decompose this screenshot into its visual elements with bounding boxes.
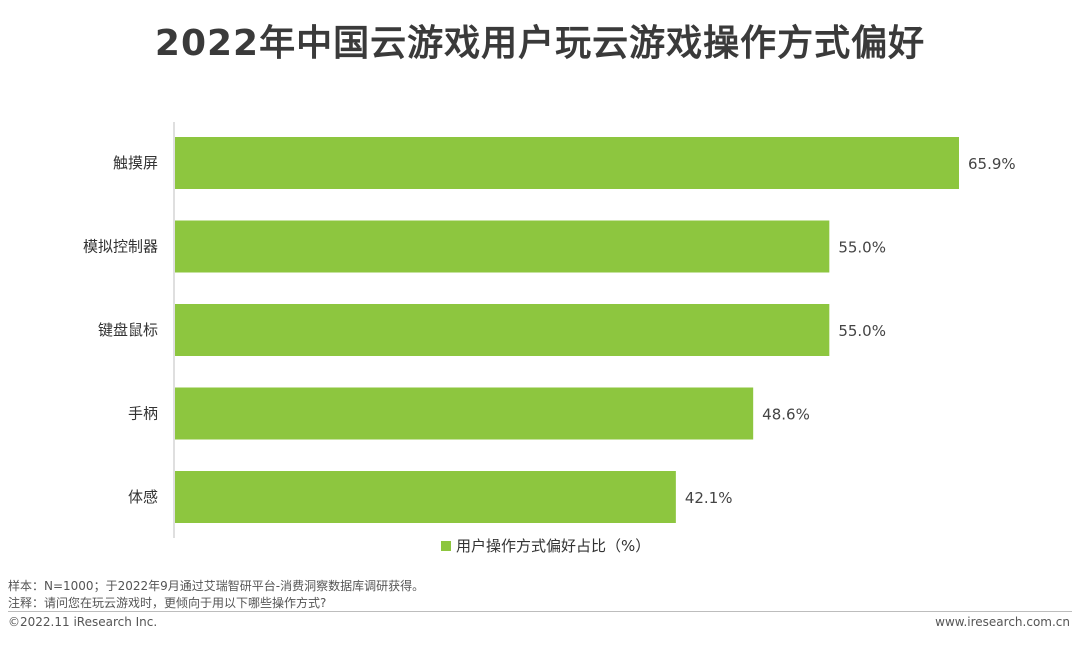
remark-note: 注释：请问您在玩云游戏时，更倾向于用以下哪些操作方式? — [8, 596, 327, 610]
data-label: 55.0% — [838, 239, 886, 257]
category-label: 手柄 — [128, 405, 158, 423]
legend-swatch — [441, 541, 451, 551]
bar — [175, 220, 830, 273]
bar — [175, 304, 830, 356]
data-label: 55.0% — [838, 322, 886, 340]
category-label: 体感 — [128, 488, 158, 506]
website-text: www.iresearch.com.cn — [935, 615, 1070, 629]
data-label: 48.6% — [762, 406, 810, 424]
chart-title: 2022年中国云游戏用户玩云游戏操作方式偏好 — [154, 23, 926, 64]
category-label: 模拟控制器 — [83, 238, 158, 256]
bar — [175, 387, 754, 440]
bar — [175, 471, 676, 523]
bar — [175, 137, 959, 189]
copyright-text: ©2022.11 iResearch Inc. — [8, 615, 158, 629]
data-label: 65.9% — [968, 155, 1016, 173]
data-label: 42.1% — [685, 489, 733, 507]
footer-divider — [8, 611, 1072, 612]
legend-label: 用户操作方式偏好占比（%） — [456, 537, 650, 555]
category-label: 触摸屏 — [113, 154, 158, 172]
category-label: 键盘鼠标 — [98, 321, 158, 339]
sample-note: 样本：N=1000；于2022年9月通过艾瑞智研平台-消费洞察数据库调研获得。 — [8, 579, 425, 593]
